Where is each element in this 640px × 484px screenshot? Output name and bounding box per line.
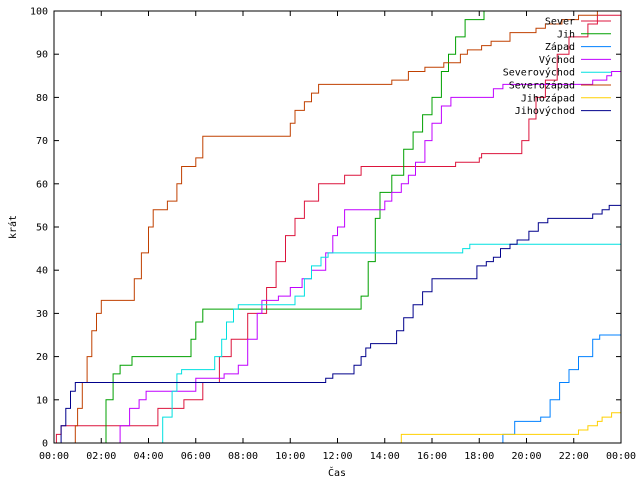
series-line-Severovýchod: [54, 243, 621, 444]
y-tick-label: 60: [36, 179, 48, 190]
y-tick-label: 10: [36, 395, 48, 406]
series-layer: [54, 10, 622, 444]
legend-label: Západ: [545, 41, 575, 53]
series-line-Západ: [54, 334, 621, 444]
x-tick-label: 18:00: [464, 451, 494, 462]
x-axis-ticks: 00:00 02:00 04:00 06:00 08:00 10:00 12:00 14:00…: [39, 11, 636, 462]
y-tick-label: 80: [36, 93, 48, 104]
y-tick-label: 100: [30, 7, 48, 18]
y-tick-label: 40: [36, 266, 48, 277]
x-tick-label: 16:00: [417, 451, 447, 462]
y-tick-label: 50: [36, 223, 48, 234]
x-tick-label: 10:00: [275, 451, 305, 462]
series-line-Sever: [54, 11, 622, 444]
legend-label: Sever: [545, 17, 575, 28]
x-axis-label: Čas: [328, 466, 346, 479]
y-tick-label: 0: [42, 439, 48, 450]
y-axis-label: krát: [7, 215, 19, 239]
x-tick-label: 00:00: [39, 451, 69, 462]
y-tick-label: 20: [36, 352, 48, 363]
x-tick-label: 08:00: [228, 451, 258, 462]
series-line-Jihovýchod: [54, 204, 621, 444]
legend: SeverJihZápadVýchodSeverovýchodSeverozáp…: [503, 17, 611, 117]
x-tick-label: 22:00: [559, 451, 589, 462]
y-tick-label: 90: [36, 50, 48, 61]
series-line-Jihozápad: [54, 412, 621, 444]
series-line-Jih: [54, 10, 621, 444]
series-line-Severozápad: [54, 10, 621, 444]
x-tick-label: 00:00: [606, 451, 636, 462]
x-tick-label: 04:00: [133, 451, 163, 462]
x-tick-label: 12:00: [322, 451, 352, 462]
x-tick-label: 20:00: [511, 451, 541, 462]
x-tick-label: 06:00: [181, 451, 211, 462]
y-axis-ticks: 0 10 20 30 40 50 60 70 80 90 100: [30, 7, 621, 450]
legend-label: Jih: [557, 29, 575, 40]
x-tick-label: 14:00: [370, 451, 400, 462]
legend-label: Východ: [539, 54, 575, 66]
x-tick-label: 02:00: [86, 451, 116, 462]
legend-label: Jihozápad: [521, 92, 575, 104]
y-tick-label: 30: [36, 309, 48, 320]
legend-label: Jihovýchod: [515, 105, 575, 117]
legend-label: Severozápad: [509, 80, 575, 92]
y-tick-label: 70: [36, 136, 48, 147]
legend-label: Severovýchod: [503, 67, 575, 79]
series-line-Východ: [54, 71, 621, 444]
